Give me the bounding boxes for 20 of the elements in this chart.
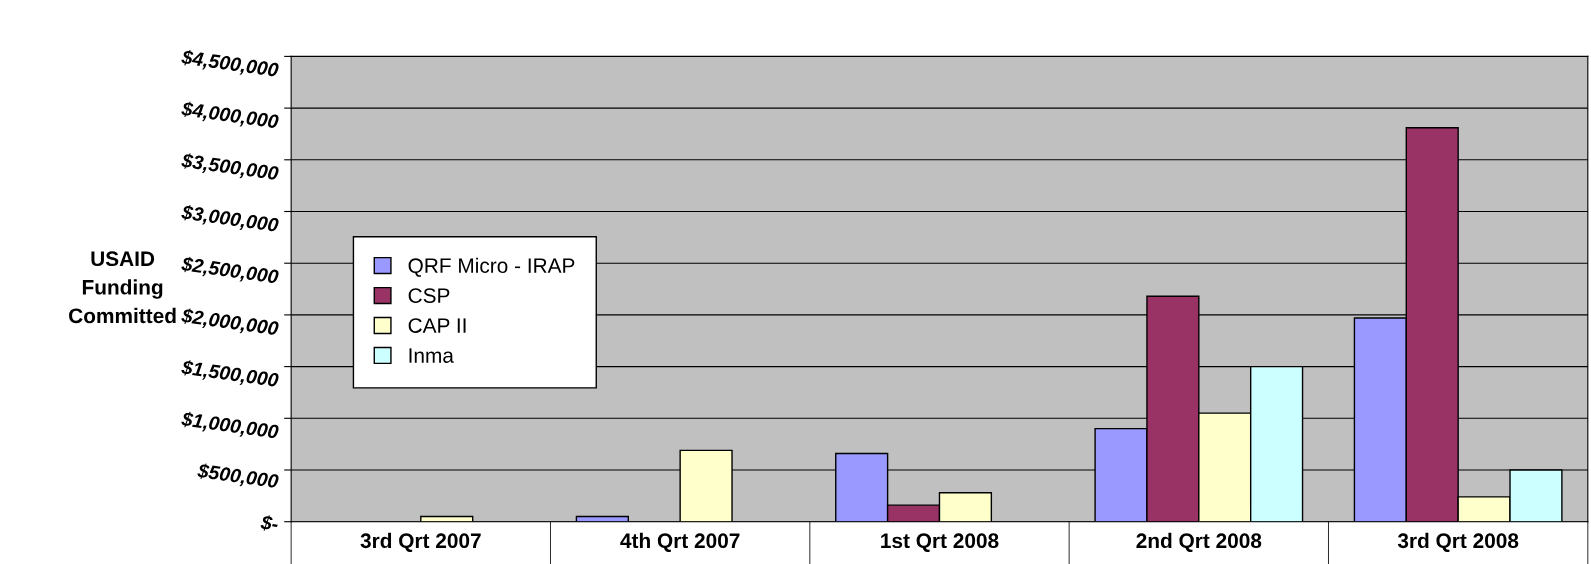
y-tick-label: $- — [259, 514, 279, 533]
x-tick-label: 1st Qrt 2008 — [881, 533, 999, 553]
y-tick-label: $1,000,000 — [180, 410, 280, 442]
legend-label: CAP II — [408, 318, 466, 333]
y-tick-label: $500,000 — [196, 462, 280, 492]
x-tick-label: 3rd Qrt 2008 — [1397, 532, 1519, 553]
y-axis-title: USAID Funding Committed — [69, 251, 176, 324]
x-tick-label: 2nd Qrt 2008 — [1136, 532, 1262, 553]
y-tick-label: $2,000,000 — [180, 307, 280, 339]
x-tick-label: 4th Qrt 2007 — [620, 532, 740, 553]
y-tick-label: $1,500,000 — [180, 359, 280, 391]
legend-label: CSP — [408, 288, 450, 303]
y-tick-label: $3,000,000 — [180, 204, 280, 235]
x-tick-label: 3rd Qrt 2007 — [360, 532, 481, 553]
y-tick-label: $2,500,000 — [180, 255, 280, 287]
legend-label: QRF Micro - IRAP — [408, 257, 575, 277]
y-tick-label: $3,500,000 — [180, 152, 280, 184]
y-tick-label: $4,500,000 — [180, 49, 280, 80]
y-tick-label: $4,000,000 — [180, 100, 280, 132]
legend-label: Inma — [409, 348, 454, 363]
